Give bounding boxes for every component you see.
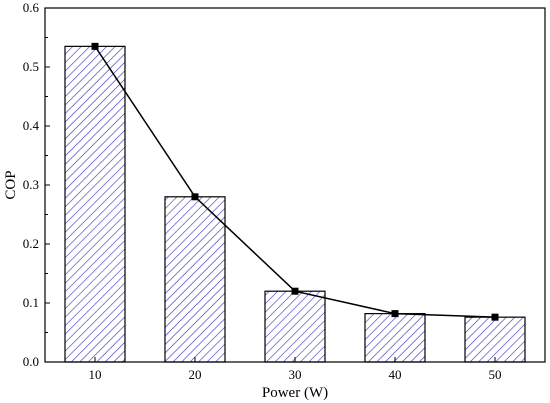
x-axis: 10 20 30 40 50 [89,357,502,382]
y-tick-label: 0.4 [23,118,40,133]
bar-10 [64,45,126,363]
point-20 [191,193,199,201]
point-10 [91,42,99,50]
bar-40 [364,313,426,363]
x-tick-label: 40 [389,367,402,382]
y-axis: 0.0 0.1 0.2 0.3 0.4 0.5 0.6 [23,0,50,369]
x-tick-label: 50 [489,367,502,382]
cop-trend [91,42,499,321]
bars [64,45,526,363]
x-tick-label: 20 [189,367,202,382]
y-tick-label: 0.0 [23,354,39,369]
y-tick-label: 0.3 [23,177,39,192]
x-axis-title: Power (W) [262,385,328,401]
bar-20 [164,196,226,363]
x-tick-label: 10 [89,367,102,382]
y-tick-label: 0.1 [23,295,39,310]
bar-30 [264,290,326,363]
y-tick-label: 0.6 [23,0,40,15]
point-40 [391,310,399,318]
point-30 [291,287,299,295]
y-tick-label: 0.5 [23,59,39,74]
point-50 [491,313,499,321]
x-tick-label: 30 [289,367,302,382]
bar-50 [464,316,526,363]
y-tick-label: 0.2 [23,236,39,251]
y-axis-title: COP [3,170,19,199]
trend-line [94,45,496,318]
